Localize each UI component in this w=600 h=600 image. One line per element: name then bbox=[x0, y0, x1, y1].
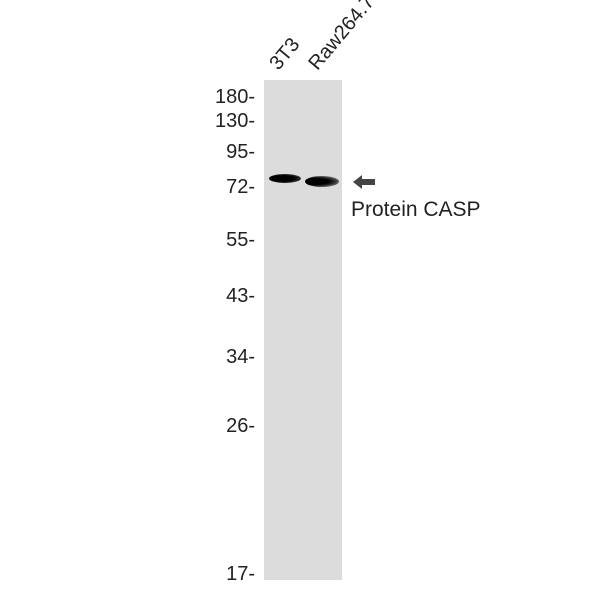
marker-72: 72- bbox=[226, 176, 255, 198]
marker-17: 17- bbox=[226, 563, 255, 585]
blot-membrane bbox=[264, 80, 342, 580]
arrow-left-icon bbox=[353, 175, 375, 189]
band-lane-1 bbox=[269, 174, 301, 183]
marker-55: 55- bbox=[226, 229, 255, 251]
target-protein-label: Protein CASP bbox=[351, 198, 481, 221]
marker-180: 180- bbox=[214, 86, 255, 108]
marker-43: 43- bbox=[226, 285, 255, 307]
marker-34: 34- bbox=[226, 346, 255, 368]
marker-26: 26- bbox=[226, 415, 255, 437]
lane-label-2: Raw264.7 bbox=[304, 0, 380, 75]
lane-label-1: 3T3 bbox=[265, 33, 305, 75]
marker-95: 95- bbox=[226, 141, 255, 163]
marker-130: 130- bbox=[214, 110, 255, 132]
band-lane-2 bbox=[305, 176, 339, 187]
